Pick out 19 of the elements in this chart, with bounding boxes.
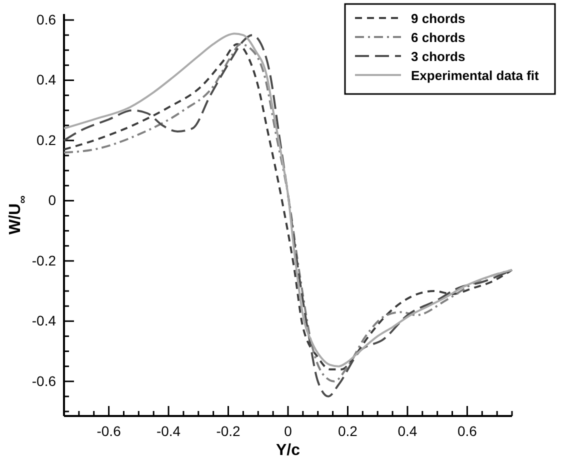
x-axis-title: Y/c — [276, 442, 300, 459]
x-tick-label: 0.4 — [398, 423, 418, 439]
y-tick-label: -0.2 — [32, 252, 56, 268]
legend-label: 3 chords — [411, 49, 466, 64]
x-tick-label: -0.4 — [156, 423, 181, 439]
y-tick-label: -0.6 — [32, 372, 56, 389]
x-tick-label: 0.2 — [338, 423, 358, 439]
legend-label: 9 chords — [411, 11, 466, 26]
legend-label: Experimental data fit — [411, 68, 540, 83]
y-tick-label: 0 — [48, 192, 56, 208]
y-tick-label: 0.6 — [36, 12, 56, 28]
legend-label: 6 chords — [411, 30, 466, 45]
y-tick-label: 0.2 — [36, 132, 56, 148]
y-tick-label: -0.4 — [32, 312, 56, 329]
x-tick-label: 0 — [284, 423, 292, 439]
y-tick-label: 0.4 — [36, 72, 56, 88]
x-tick-label: -0.6 — [96, 423, 122, 439]
x-tick-label: 0.6 — [457, 423, 478, 439]
x-tick-label: -0.2 — [216, 423, 241, 439]
